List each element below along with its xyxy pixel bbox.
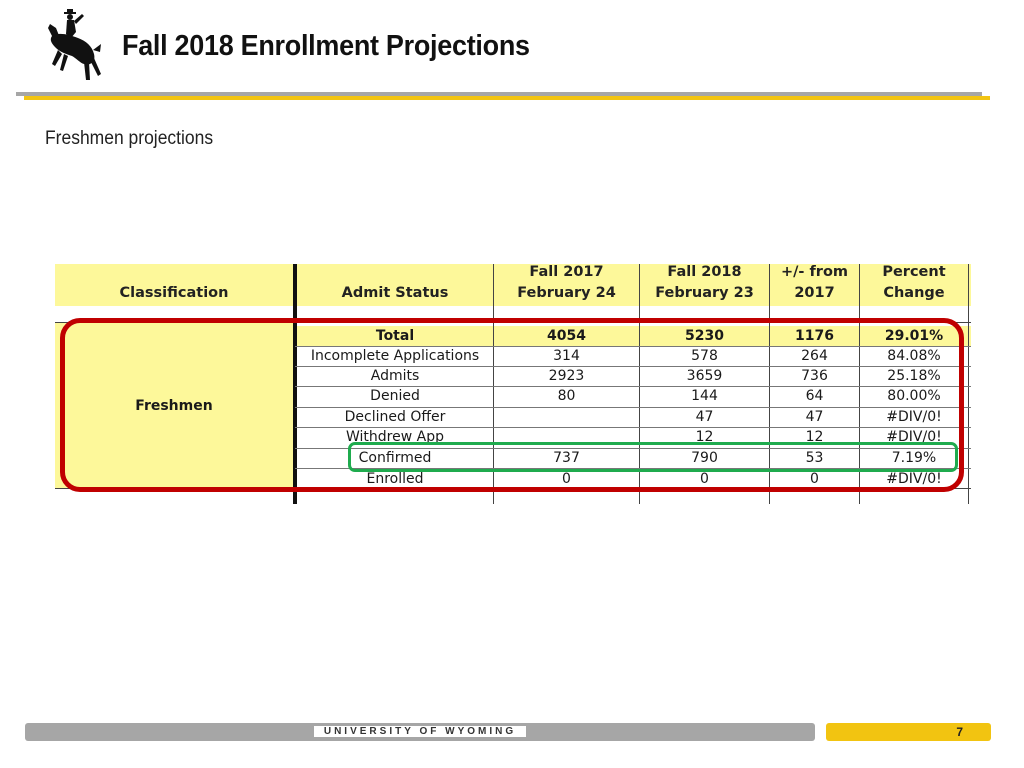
table-divider-thick — [293, 264, 297, 504]
enrollment-table: Classification Admit Status Fall 2017 Fe… — [55, 264, 971, 504]
row-declined-f2018: 47 — [695, 409, 714, 425]
row-admits-f2018: 3659 — [686, 368, 723, 384]
header-percent-line2: Change — [883, 285, 945, 301]
row-total-f2018: 5230 — [685, 328, 724, 344]
row-confirmed-pct: 7.19% — [891, 450, 937, 466]
table-column-line — [968, 264, 969, 504]
total-row-band — [295, 326, 971, 346]
row-enrolled-f2017: 0 — [562, 471, 571, 487]
row-denied-f2017: 80 — [557, 388, 576, 404]
header-percent-line1: Percent — [882, 264, 946, 280]
table-column-line — [639, 264, 640, 504]
page-number: 7 — [956, 725, 963, 739]
row-admits-status: Admits — [370, 368, 420, 384]
table-row-line — [295, 366, 971, 367]
header-change-line2: 2017 — [794, 285, 835, 301]
title-divider-gray — [16, 92, 982, 96]
header-admit-status: Admit Status — [341, 285, 449, 301]
row-withdrew-f2018: 12 — [695, 429, 714, 445]
header-classification: Classification — [119, 285, 229, 301]
slide-subtitle: Freshmen projections — [45, 128, 214, 149]
table-row-line — [295, 448, 971, 449]
row-confirmed-diff: 53 — [805, 450, 824, 466]
row-total-diff: 1176 — [795, 328, 834, 344]
row-enrolled-diff: 0 — [810, 471, 819, 487]
row-withdrew-pct: #DIV/0! — [886, 429, 942, 445]
classification-band — [55, 322, 295, 488]
group-label-freshmen: Freshmen — [135, 398, 213, 414]
table-header-band — [55, 264, 971, 306]
header-fall2017-line1: Fall 2017 — [529, 264, 604, 280]
row-incomplete-f2017: 314 — [553, 348, 580, 364]
title-divider-gold — [24, 96, 990, 100]
table-column-line — [859, 264, 860, 504]
footer-bar: UNIVERSITY OF WYOMING — [25, 723, 815, 741]
slide-title: Fall 2018 Enrollment Projections — [122, 30, 530, 62]
row-confirmed-f2017: 737 — [553, 450, 580, 466]
header-fall2018-line1: Fall 2018 — [667, 264, 742, 280]
table-row-line — [295, 386, 971, 387]
row-confirmed-f2018: 790 — [691, 450, 718, 466]
bucking-horse-logo — [48, 9, 101, 80]
footer-university: UNIVERSITY OF WYOMING — [313, 726, 527, 737]
row-declined-status: Declined Offer — [344, 409, 446, 425]
row-confirmed-status: Confirmed — [358, 450, 432, 466]
header-fall2018-line2: February 23 — [655, 285, 754, 301]
row-total-f2017: 4054 — [547, 328, 586, 344]
row-denied-diff: 64 — [805, 388, 824, 404]
row-withdrew-diff: 12 — [805, 429, 824, 445]
table-column-line — [769, 264, 770, 504]
confirmed-row-highlight — [348, 442, 958, 472]
row-incomplete-f2018: 578 — [691, 348, 718, 364]
page-number-box: 7 — [826, 723, 991, 741]
header-change-line1: +/- from — [780, 264, 849, 280]
row-total-status: Total — [375, 328, 415, 344]
row-incomplete-status: Incomplete Applications — [310, 348, 480, 364]
row-denied-status: Denied — [370, 388, 420, 404]
row-total-pct: 29.01% — [884, 328, 944, 344]
row-admits-pct: 25.18% — [887, 368, 941, 384]
row-enrolled-f2018: 0 — [700, 471, 709, 487]
header-fall2017-line2: February 24 — [517, 285, 616, 301]
table-column-line — [493, 264, 494, 504]
row-admits-f2017: 2923 — [548, 368, 585, 384]
row-incomplete-diff: 264 — [801, 348, 828, 364]
row-withdrew-status: Withdrew App — [346, 429, 444, 445]
row-incomplete-pct: 84.08% — [887, 348, 941, 364]
table-row-line — [295, 346, 971, 347]
freshmen-highlight-box — [60, 318, 964, 492]
row-enrolled-status: Enrolled — [366, 471, 424, 487]
table-row-line — [295, 407, 971, 408]
table-row-line — [295, 427, 971, 428]
row-declined-diff: 47 — [805, 409, 824, 425]
row-admits-diff: 736 — [801, 368, 828, 384]
row-denied-f2018: 144 — [691, 388, 718, 404]
table-row-line — [295, 468, 971, 469]
row-enrolled-pct: #DIV/0! — [886, 471, 942, 487]
row-declined-pct: #DIV/0! — [886, 409, 942, 425]
row-denied-pct: 80.00% — [887, 388, 941, 404]
